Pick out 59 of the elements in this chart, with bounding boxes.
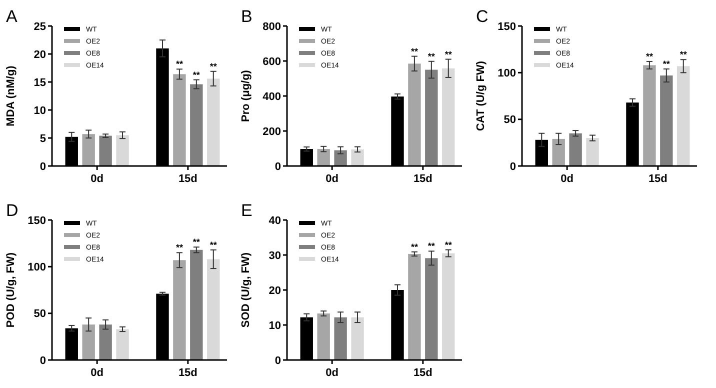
data-label: ** — [646, 51, 654, 62]
y-tick-label: 30 — [268, 250, 281, 262]
x-tick-label: 0d — [560, 173, 574, 185]
y-tick-label: 600 — [262, 56, 281, 68]
x-tick-label: 0d — [326, 367, 338, 379]
y-tick-label: 400 — [262, 90, 281, 103]
x-tick-label: 0d — [90, 367, 104, 379]
data-label: ** — [410, 46, 418, 56]
chart-title: A — [6, 7, 18, 26]
y-tick-label: 10 — [268, 320, 281, 332]
data-label: ** — [444, 49, 452, 60]
y-tick-label: 150 — [498, 20, 516, 33]
y-axis-title: SOD (U/g, FW) — [240, 252, 252, 328]
data-label: ** — [192, 70, 200, 80]
y-axis-title: CAT (U/g FW) — [475, 60, 487, 132]
x-tick-label: 15d — [178, 173, 198, 185]
chart-title: B — [241, 7, 252, 26]
x-tick-label: 15d — [648, 173, 668, 185]
data-label: ** — [210, 240, 218, 250]
x-tick-label: 15d — [178, 367, 198, 379]
data-label: ** — [176, 242, 184, 253]
y-tick-label: 100 — [28, 262, 46, 274]
y-tick-label: 0 — [274, 160, 281, 173]
y-tick-label: 20 — [268, 284, 281, 297]
y-axis-title: Pro (μg/g) — [240, 70, 252, 122]
y-tick-label: 20 — [34, 48, 46, 61]
y-tick-label: 200 — [262, 126, 281, 138]
data-label: ** — [192, 237, 200, 248]
x-tick-label: 0d — [90, 173, 104, 185]
y-tick-label: 0 — [40, 160, 46, 173]
y-tick-label: 0 — [510, 160, 516, 173]
data-label: ** — [210, 61, 218, 72]
x-tick-label: 0d — [326, 173, 338, 185]
y-tick-label: 800 — [262, 20, 281, 33]
y-tick-label: 5 — [40, 132, 46, 145]
y-tick-label: 150 — [28, 214, 46, 227]
x-tick-label: 15d — [413, 367, 432, 379]
data-label: ** — [428, 241, 436, 252]
y-tick-label: 50 — [504, 114, 516, 126]
x-tick-label: 15d — [413, 173, 432, 185]
y-tick-label: 40 — [268, 214, 281, 227]
y-axis-title: MDA (nM/g) — [5, 65, 17, 126]
y-tick-label: 50 — [34, 308, 46, 320]
y-tick-label: 10 — [34, 104, 46, 117]
data-label: ** — [410, 242, 418, 252]
y-axis-title: POD (U/g, FW) — [5, 252, 17, 328]
data-label: ** — [176, 59, 184, 70]
data-label: ** — [444, 240, 452, 250]
y-tick-label: 15 — [34, 76, 46, 89]
y-tick-label: 0 — [40, 354, 46, 367]
y-tick-label: 100 — [498, 68, 516, 80]
data-label: ** — [680, 50, 688, 60]
data-label: ** — [662, 58, 670, 69]
chart-title: D — [6, 201, 18, 220]
data-label: ** — [428, 51, 436, 62]
y-tick-label: 0 — [274, 354, 281, 367]
y-tick-label: 25 — [34, 20, 46, 33]
chart-title: C — [476, 7, 488, 26]
chart-title: E — [241, 201, 252, 220]
